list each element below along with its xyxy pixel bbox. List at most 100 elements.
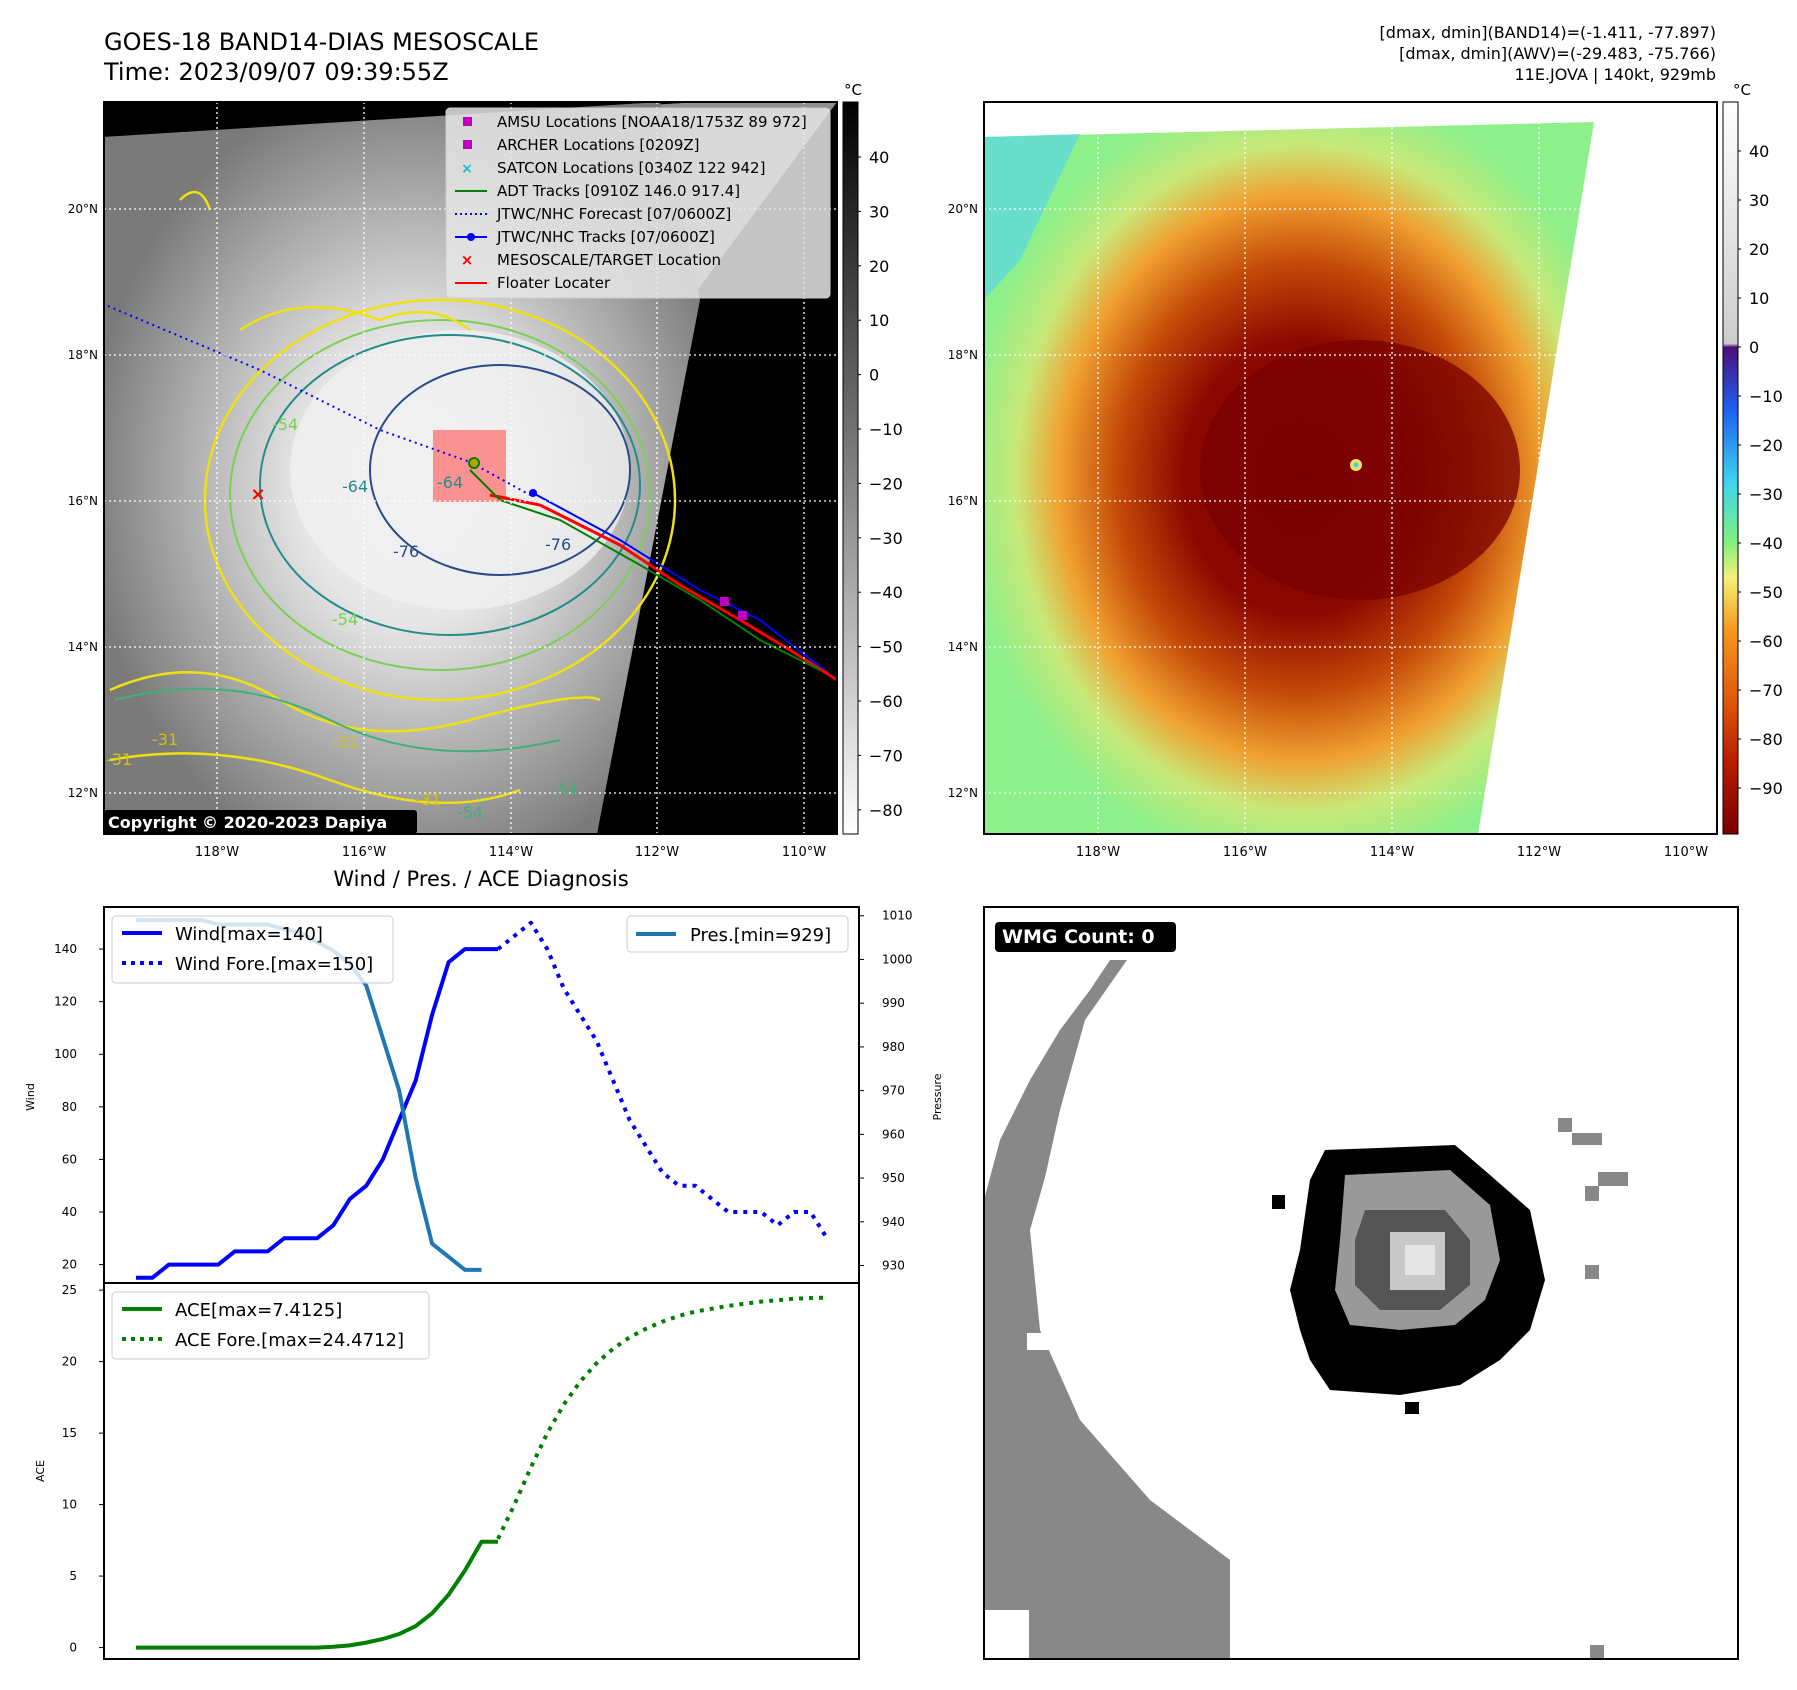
wind-ytick-label: 120 (54, 995, 77, 1009)
colorbar-tick-label: 40 (1749, 142, 1769, 161)
wmg-speck (1585, 1265, 1599, 1279)
jtwc-best-track (532, 492, 837, 681)
colorbar-tick-label: −70 (1749, 681, 1783, 700)
wmg-count-label: WMG Count: 0 (1002, 926, 1155, 948)
legend-jtwc-track-dot (467, 233, 475, 241)
color-colorbar-ticks: 40 30 20 10 0 −10 −20 −30 −40 −50 −60 −70 −80 −90 (1738, 142, 1783, 798)
lat-label: 12°N (68, 786, 98, 800)
contour-label: -76 (545, 535, 571, 554)
contour-label: -54 (332, 610, 358, 629)
ace-ytick-label: 25 (62, 1283, 77, 1297)
contour-minus54-outer (114, 687, 561, 753)
ace-legend-box (111, 1291, 430, 1360)
ace-axis-label: ACE (34, 1460, 47, 1482)
pressure-ytick-label: 1000 (882, 952, 913, 966)
wmg-count-badge (995, 922, 1176, 952)
lon-label: 114°W (489, 845, 533, 860)
contour-label: -54 (457, 803, 483, 822)
awv-lon-labels: 118°W 116°W 114°W 112°W 110°W (1076, 845, 1708, 860)
colorbar-tick-label: −30 (1749, 485, 1783, 504)
awv-cold-core (1200, 340, 1520, 600)
contour-label: -31 (332, 733, 358, 752)
wmg-speck (1272, 1195, 1285, 1209)
storm-info-label: 11E.JOVA | 140kt, 929mb (1514, 65, 1716, 84)
pressure-ytick-label: 980 (882, 1040, 905, 1054)
contour-label: -31 (152, 730, 178, 749)
lon-label: 118°W (195, 845, 239, 860)
floater-locater-track (489, 493, 837, 682)
colorbar-tick-label: 0 (1749, 338, 1759, 357)
wmg-speck (1558, 1118, 1572, 1132)
ace-ytick-label: 15 (62, 1426, 77, 1440)
awv-gridlines (984, 102, 1717, 834)
lat-label: 14°N (948, 640, 978, 654)
wmg-gray-band-inner (1030, 1130, 1420, 1659)
legend-adt-label: ADT Tracks [0910Z 146.0 917.4] (497, 182, 740, 200)
colorbar-tick-label: −50 (869, 638, 903, 657)
legend-amsu-marker (463, 117, 472, 126)
contour-minus54 (229, 319, 651, 671)
wind-axis-label: Wind (24, 1083, 37, 1111)
archer-marker (738, 611, 747, 620)
jtwc-track-point (529, 489, 537, 497)
band14-lat-labels: 20°N 18°N 16°N 14°N 12°N (68, 202, 98, 800)
storm-eye-marker (468, 457, 480, 469)
legend-archer-label: ARCHER Locations [0209Z] (497, 136, 700, 154)
wmg-speck (1572, 1133, 1602, 1145)
lat-label: 18°N (948, 348, 978, 362)
ace-ytick-label: 10 (62, 1498, 77, 1512)
copyright-text: Copyright © 2020-2023 Dapiya (108, 813, 387, 832)
colorbar-tick-label: −40 (1749, 534, 1783, 553)
wind-legend-box (111, 915, 394, 984)
ace-plot-frame (103, 1282, 860, 1660)
colorbar-tick-label: −80 (1749, 730, 1783, 749)
pressure-ytick-label: 990 (882, 996, 905, 1010)
lat-label: 16°N (948, 494, 978, 508)
colorbar-tick-label: −40 (869, 583, 903, 602)
colorbar-tick-label: 30 (869, 202, 889, 221)
wmg-speck (1585, 1186, 1599, 1201)
colorbar-tick-label: 10 (869, 311, 889, 330)
contour-label: -31 (106, 750, 132, 769)
band14-lon-labels: 118°W 116°W 114°W 112°W 110°W (195, 845, 826, 860)
awv-eye-center (1353, 462, 1359, 468)
colorbar-tick-label: 30 (1749, 191, 1769, 210)
colorbar-tick-label: 40 (869, 148, 889, 167)
pressure-ytick-label: 970 (882, 1084, 905, 1098)
lon-label: 118°W (1076, 845, 1120, 860)
ace-legend: ACE[max=7.4125] ACE Fore.[max=24.4712] (111, 1291, 430, 1360)
colorbar-tick-label: 20 (869, 257, 889, 276)
map-title-line1: GOES-18 BAND14-DIAS MESOSCALE (104, 28, 539, 56)
colorbar-tick-label: −50 (1749, 583, 1783, 602)
wmg-gray-band (984, 960, 1410, 1659)
lon-label: 116°W (342, 845, 386, 860)
wind-axes: 20 40 60 80 100 120 140 930 940 950 960 970 980 990 10… (54, 909, 912, 1273)
contour-north-spiral (179, 190, 471, 332)
awv-map-panel (984, 102, 1717, 834)
wind-ytick-label: 40 (62, 1205, 77, 1219)
wmg-speck (1598, 1172, 1628, 1186)
wind-ytick-label: 80 (62, 1100, 77, 1114)
ace-forecast-line (496, 1295, 828, 1540)
ace-ytick-label: 20 (62, 1355, 77, 1369)
wind-forecast-legend-label: Wind Fore.[max=150] (175, 954, 373, 975)
copyright-badge (104, 810, 417, 834)
lon-label: 116°W (1223, 845, 1267, 860)
jtwc-forecast-track (107, 305, 531, 496)
map-title-line2: Time: 2023/09/07 09:39:55Z (103, 58, 449, 86)
legend-amsu-label: AMSU Locations [NOAA18/1753Z 89 972] (497, 113, 807, 131)
amsu-marker (720, 597, 729, 606)
colorbar-tick-label: −90 (1749, 779, 1783, 798)
contour-label: -31 (415, 790, 441, 809)
pressure-ytick-label: 950 (882, 1171, 905, 1185)
contour-minus31 (203, 298, 677, 702)
wind-legend: Wind[max=140] Wind Fore.[max=150] (111, 915, 394, 984)
wmg-frame (983, 906, 1739, 1660)
wind-ytick-label: 100 (54, 1047, 77, 1061)
lat-label: 18°N (68, 348, 98, 362)
colorbar-tick-label: −10 (1749, 387, 1783, 406)
colorbar-tick-label: 0 (869, 366, 879, 385)
colorbar-tick-label: −60 (869, 692, 903, 711)
wind-ytick-label: 140 (54, 942, 77, 956)
ace-ytick-label: 5 (69, 1569, 77, 1583)
